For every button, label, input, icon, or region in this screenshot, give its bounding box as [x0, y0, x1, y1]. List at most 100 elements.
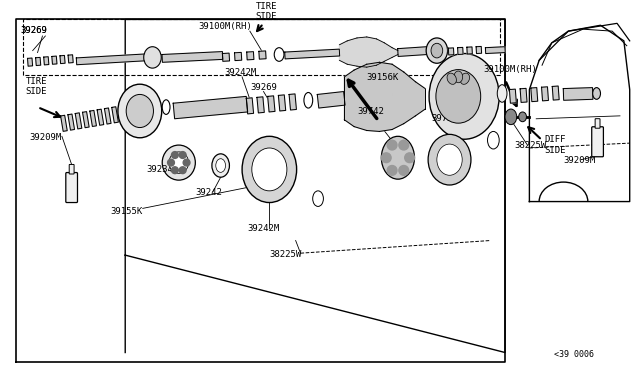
- Polygon shape: [541, 87, 548, 101]
- Polygon shape: [28, 58, 33, 66]
- FancyBboxPatch shape: [592, 127, 604, 157]
- Circle shape: [399, 166, 408, 175]
- Text: TIRE
SIDE: TIRE SIDE: [26, 77, 47, 96]
- Polygon shape: [552, 86, 559, 100]
- Ellipse shape: [488, 131, 499, 149]
- Polygon shape: [247, 52, 254, 60]
- Polygon shape: [344, 70, 354, 126]
- Ellipse shape: [428, 134, 471, 185]
- Polygon shape: [278, 95, 285, 111]
- Ellipse shape: [216, 159, 225, 172]
- Ellipse shape: [447, 73, 456, 84]
- Circle shape: [168, 159, 174, 166]
- Polygon shape: [380, 62, 392, 131]
- Polygon shape: [285, 49, 340, 59]
- Ellipse shape: [304, 93, 313, 108]
- Polygon shape: [97, 109, 104, 125]
- Circle shape: [399, 140, 408, 150]
- Ellipse shape: [518, 112, 527, 122]
- Polygon shape: [61, 115, 67, 131]
- Circle shape: [387, 140, 397, 150]
- Ellipse shape: [426, 38, 447, 63]
- Polygon shape: [476, 46, 481, 54]
- Text: 39242M: 39242M: [247, 224, 279, 233]
- Polygon shape: [36, 57, 41, 65]
- Circle shape: [179, 167, 186, 174]
- Ellipse shape: [162, 145, 195, 180]
- Polygon shape: [354, 64, 367, 131]
- Ellipse shape: [169, 152, 189, 173]
- Text: 39269: 39269: [20, 26, 47, 35]
- Polygon shape: [112, 107, 118, 123]
- Polygon shape: [52, 56, 57, 64]
- Text: 39156K: 39156K: [367, 73, 399, 82]
- Ellipse shape: [429, 54, 499, 139]
- Polygon shape: [259, 51, 266, 59]
- Polygon shape: [392, 48, 398, 57]
- Polygon shape: [68, 114, 74, 130]
- Polygon shape: [234, 52, 242, 61]
- Ellipse shape: [454, 71, 463, 83]
- Text: 39742: 39742: [357, 107, 384, 116]
- Polygon shape: [44, 57, 49, 65]
- Polygon shape: [397, 47, 428, 57]
- Polygon shape: [76, 54, 145, 65]
- Polygon shape: [257, 97, 264, 113]
- Circle shape: [183, 159, 190, 166]
- Ellipse shape: [242, 136, 296, 202]
- Polygon shape: [467, 47, 472, 54]
- Circle shape: [172, 152, 179, 158]
- Ellipse shape: [431, 43, 443, 58]
- Ellipse shape: [505, 109, 516, 125]
- Polygon shape: [392, 64, 404, 129]
- Text: 38225W: 38225W: [269, 250, 301, 259]
- Ellipse shape: [126, 94, 154, 128]
- Text: 39100M(RH): 39100M(RH): [484, 65, 538, 74]
- Polygon shape: [384, 43, 392, 61]
- Polygon shape: [415, 82, 425, 116]
- Text: 39269: 39269: [20, 26, 47, 35]
- Text: 39269: 39269: [250, 83, 276, 92]
- Polygon shape: [357, 37, 367, 67]
- Text: 39734: 39734: [431, 114, 458, 123]
- Ellipse shape: [144, 47, 161, 68]
- Polygon shape: [485, 47, 505, 54]
- Text: 39234: 39234: [147, 165, 173, 174]
- Polygon shape: [376, 39, 384, 65]
- Polygon shape: [60, 55, 65, 64]
- Polygon shape: [367, 37, 376, 67]
- Circle shape: [172, 167, 179, 174]
- Polygon shape: [222, 53, 230, 61]
- Circle shape: [387, 166, 397, 175]
- Ellipse shape: [381, 136, 415, 179]
- Text: 38225W: 38225W: [515, 141, 547, 150]
- Polygon shape: [90, 110, 97, 126]
- Text: 39100M(RH): 39100M(RH): [198, 22, 252, 31]
- Polygon shape: [458, 47, 463, 54]
- Polygon shape: [449, 48, 454, 55]
- Polygon shape: [268, 96, 275, 112]
- Circle shape: [381, 153, 391, 163]
- Polygon shape: [173, 96, 248, 119]
- Polygon shape: [68, 55, 73, 63]
- Polygon shape: [289, 94, 296, 110]
- Text: TIRE
SIDE: TIRE SIDE: [256, 2, 277, 22]
- Ellipse shape: [162, 100, 170, 115]
- Polygon shape: [367, 62, 380, 131]
- FancyBboxPatch shape: [595, 119, 600, 128]
- Text: <39 0006: <39 0006: [554, 350, 594, 359]
- Ellipse shape: [313, 191, 323, 206]
- Ellipse shape: [436, 70, 481, 123]
- Polygon shape: [104, 108, 111, 124]
- Text: 39209M: 39209M: [563, 155, 596, 164]
- Text: DIFF
SIDE: DIFF SIDE: [544, 135, 566, 155]
- FancyBboxPatch shape: [66, 173, 77, 202]
- Polygon shape: [317, 92, 345, 108]
- Text: 39242: 39242: [195, 188, 222, 197]
- Text: 39209M: 39209M: [30, 133, 62, 142]
- Ellipse shape: [460, 73, 470, 84]
- Polygon shape: [404, 72, 415, 124]
- Text: 39155K: 39155K: [111, 207, 143, 216]
- Polygon shape: [162, 52, 223, 62]
- Ellipse shape: [252, 148, 287, 191]
